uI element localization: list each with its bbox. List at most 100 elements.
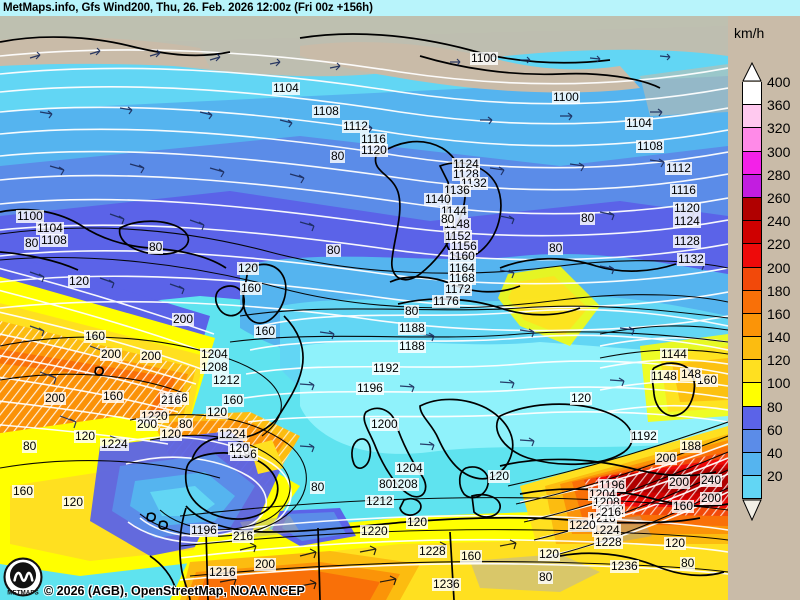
isobar-label: 1104 — [272, 81, 300, 95]
isobar-label: 1204 — [200, 347, 229, 361]
windspeed-label: 80 — [404, 304, 420, 318]
isobar-label: 1236 — [610, 559, 639, 573]
windspeed-label: 160 — [240, 281, 263, 295]
windspeed-label: 200 — [140, 349, 163, 363]
legend-cell-80[interactable]: 80 — [742, 399, 783, 430]
isobar-label: 1124 — [452, 157, 480, 171]
legend-tick-160: 160 — [767, 305, 791, 322]
legend-tick-240: 240 — [767, 213, 791, 230]
legend-over-range-cap — [742, 62, 762, 82]
isobar-label: 1212 — [365, 494, 394, 508]
legend-cell-20[interactable]: 20 — [742, 468, 783, 500]
legend-cell-160[interactable]: 160 — [742, 306, 790, 338]
legend-tick-360: 360 — [767, 97, 791, 114]
windspeed-label: 120 — [538, 547, 561, 561]
windspeed-label: 120 — [228, 441, 251, 455]
isobar-label: 1116 — [670, 183, 697, 197]
legend-cell-300[interactable]: 300 — [742, 144, 790, 175]
legend-cell-240[interactable]: 240 — [742, 213, 790, 245]
windspeed-label: 80 — [326, 243, 342, 257]
windspeed-label: 80 — [548, 241, 564, 255]
isobar-label: 1220 — [360, 524, 389, 538]
legend-cell-200[interactable]: 200 — [742, 260, 790, 291]
legend-cell-400[interactable]: 400 — [742, 74, 790, 106]
windspeed-label: 80 — [24, 236, 40, 250]
logo-text: METMAPS — [7, 590, 39, 597]
windspeed-label: 216 — [232, 529, 255, 543]
page-title: MetMaps.info, Gfs Wind200, Thu, 26. Feb.… — [3, 2, 373, 14]
windspeed-label: 80 — [22, 439, 38, 453]
windspeed-label: 120 — [160, 427, 183, 441]
isobar-label: 1108 — [40, 233, 68, 247]
legend-cell-100[interactable]: 100 — [742, 375, 790, 407]
isobar-label: 1112 — [665, 161, 692, 175]
windspeed-label: 80 — [580, 211, 596, 225]
isobar-label: 1212 — [212, 373, 241, 387]
windspeed-label: 80 — [538, 570, 554, 584]
windspeed-label: 200 — [700, 491, 723, 505]
legend-cell-120[interactable]: 120 — [742, 352, 790, 384]
windspeed-label: 200 — [100, 347, 123, 361]
isobar-label: 1224 — [592, 523, 621, 537]
windspeed-label: 148 — [680, 367, 703, 381]
windspeed-label: 120 — [570, 391, 593, 405]
legend-cell-260[interactable]: 260 — [742, 190, 790, 222]
legend-tick-300: 300 — [767, 143, 791, 160]
legend-cell-40[interactable]: 40 — [742, 445, 783, 477]
isobar-label: 1104 — [36, 221, 64, 235]
isobar-label: 1208 — [390, 477, 419, 491]
windspeed-label: 200 — [254, 557, 277, 571]
isobar-label: 1208 — [200, 360, 229, 374]
windspeed-label: 240 — [700, 473, 723, 487]
isobar-label: 1100 — [552, 90, 580, 104]
legend-cell-140[interactable]: 140 — [742, 329, 790, 361]
legend-tick-100: 100 — [767, 375, 791, 392]
isobar-label: 1156 — [450, 239, 478, 253]
windspeed-label: 200 — [136, 417, 159, 431]
isobar-label: 1224 — [100, 437, 129, 451]
isobar-label: 1108 — [312, 104, 340, 118]
legend-tick-120: 120 — [767, 352, 791, 369]
isobar-label: 1108 — [636, 139, 664, 153]
windspeed-label: 80 — [378, 477, 394, 491]
isobar-label: 1144 — [660, 347, 688, 361]
legend-cell-360[interactable]: 360 — [742, 97, 790, 129]
isobar-label: 1152 — [444, 229, 472, 243]
isobar-label: 1204 — [395, 461, 424, 475]
legend-cell-180[interactable]: 180 — [742, 283, 790, 314]
legend-cell-60[interactable]: 60 — [742, 422, 783, 453]
windspeed-label: 160 — [460, 549, 483, 563]
isobar-label: 1216 — [208, 565, 237, 579]
legend-tick-200: 200 — [767, 259, 791, 276]
legend-tick-280: 280 — [767, 166, 791, 183]
windspeed-label: 200 — [172, 312, 195, 326]
legend-under-range-cap — [742, 499, 762, 522]
map-canvas[interactable]: 1100 1104 1108 1112 1116 1120 1100 1104 1108 1112… — [0, 16, 728, 600]
legend-cell-320[interactable]: 320 — [742, 120, 790, 152]
legend-cell-220[interactable]: 220 — [742, 236, 790, 268]
color-legend[interactable]: km/h 400 360 320 300 280 260 240 220 200 180 160 14… — [728, 0, 800, 600]
legend-unit-label: km/h — [734, 25, 765, 41]
windspeed-label: 200 — [44, 391, 67, 405]
windspeed-label: 160 — [254, 324, 277, 338]
legend-cell-280[interactable]: 280 — [742, 167, 790, 198]
windspeed-label: 80 — [440, 212, 456, 226]
isobar-label: 1168 — [448, 271, 476, 285]
isobar-label: 1132 — [677, 252, 705, 266]
legend-tick-40: 40 — [767, 445, 783, 461]
isobar-label: 1196 — [190, 523, 218, 537]
legend-tick-220: 220 — [767, 236, 791, 253]
isobar-label: 1236 — [432, 577, 461, 591]
windspeed-label: 160 — [672, 499, 695, 513]
windspeed-label: 80 — [310, 480, 326, 494]
legend-tick-60: 60 — [767, 421, 783, 438]
isobar-label: 1116 — [360, 132, 387, 146]
isobar-label: 1200 — [370, 417, 399, 431]
isobar-label: 1192 — [630, 429, 658, 443]
isobar-label: 1188 — [398, 339, 426, 353]
windspeed-label: 120 — [237, 261, 260, 275]
legend-tick-400: 400 — [767, 74, 791, 90]
isobar-label: 1228 — [594, 535, 623, 549]
windspeed-label: 160 — [222, 393, 245, 407]
title-bar: MetMaps.info, Gfs Wind200, Thu, 26. Feb.… — [0, 0, 800, 16]
